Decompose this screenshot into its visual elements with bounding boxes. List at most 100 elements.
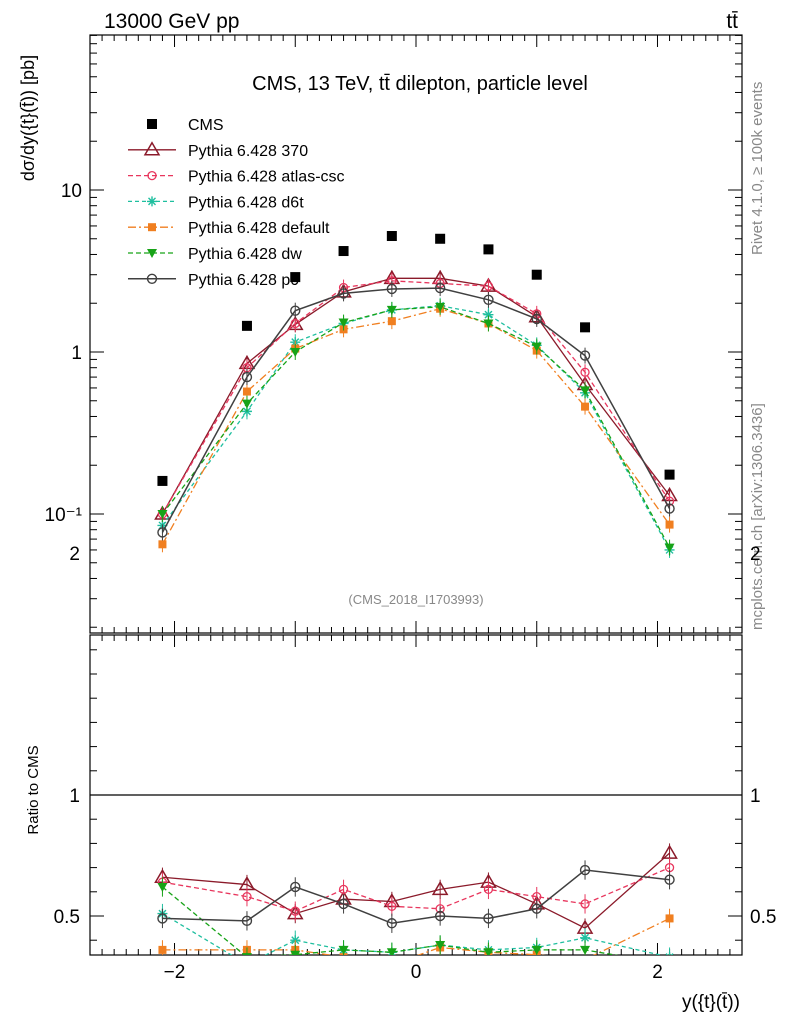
data-point xyxy=(483,281,494,291)
ratio-point xyxy=(665,914,674,923)
legend-label: Pythia 6.428 dw xyxy=(188,246,302,263)
ratio-point xyxy=(531,903,542,914)
data-point xyxy=(386,231,397,242)
data-point xyxy=(157,475,168,486)
main-y-axis-label: dσ/dy({t}(t̄)) [pb] xyxy=(18,55,38,181)
data-point xyxy=(386,283,398,295)
legend-marker xyxy=(148,223,156,232)
legend-item-p0: Pythia 6.428 p0 xyxy=(128,272,299,289)
ratio-point xyxy=(290,950,301,955)
legend-marker xyxy=(147,119,157,129)
ratio-line-p370 xyxy=(162,852,670,929)
y-tick-label: 1 xyxy=(71,343,82,364)
legend-label: Pythia 6.428 p0 xyxy=(188,272,299,289)
ratio-line-p0 xyxy=(162,869,670,925)
rivet-label: Rivet 4.1.0, ≥ 100k events xyxy=(749,82,766,255)
data-point xyxy=(242,387,251,396)
ratio-line-d6t xyxy=(162,913,664,955)
legend-marker xyxy=(143,141,161,156)
data-point xyxy=(338,288,349,299)
ratio-point xyxy=(435,941,446,951)
ratio-point xyxy=(581,956,589,964)
data-point xyxy=(531,313,542,325)
data-point xyxy=(579,350,591,361)
data-point xyxy=(157,510,168,519)
ratio-point xyxy=(338,945,349,955)
ratio-series-p0 xyxy=(157,860,675,933)
data-point xyxy=(434,282,446,294)
data-point xyxy=(664,543,675,553)
ratio-line-default xyxy=(162,917,670,955)
data-point xyxy=(157,527,168,538)
series-cms xyxy=(157,231,675,486)
legend-item-atlas: Pythia 6.428 atlas-csc xyxy=(128,169,345,186)
data-point xyxy=(241,371,253,383)
ratio-point xyxy=(290,906,300,916)
data-point xyxy=(580,386,591,396)
series-d6t xyxy=(157,297,675,558)
data-point xyxy=(531,269,542,280)
data-point xyxy=(241,399,252,409)
ratio-point xyxy=(483,913,494,924)
legend-item-p370: Pythia 6.428 370 xyxy=(128,141,308,160)
ratio-point xyxy=(483,948,494,955)
ratio-point xyxy=(580,945,591,955)
ratio-point xyxy=(290,881,301,893)
ratio-point xyxy=(386,948,397,955)
legend: CMS Pythia 6.428 370 Pythia 6.428 atlas-cs… xyxy=(128,117,345,289)
y-tick-label: 10 xyxy=(61,181,82,202)
ratio-point xyxy=(338,884,349,895)
data-point xyxy=(581,402,590,411)
series-line-p370 xyxy=(161,277,671,515)
series-p0 xyxy=(157,280,675,541)
data-point xyxy=(483,244,494,255)
ratio-point xyxy=(580,932,591,943)
y-tick-label-right: 1 xyxy=(750,786,761,807)
data-point xyxy=(483,294,494,306)
data-point xyxy=(664,469,675,480)
data-point xyxy=(435,302,446,312)
ratio-point xyxy=(579,864,591,876)
data-point xyxy=(290,318,300,329)
ratio-y-axis-label: Ratio to CMS xyxy=(25,745,42,834)
legend-marker xyxy=(147,249,157,258)
analysis-watermark: (CMS_2018_I1703993) xyxy=(348,592,483,607)
ratio-point xyxy=(580,899,590,909)
data-point xyxy=(435,233,446,244)
legend-label: Pythia 6.428 atlas-csc xyxy=(188,169,345,186)
ratio-series-dw xyxy=(157,877,671,955)
ratio-series-p370 xyxy=(154,843,678,938)
legend-item-cms: CMS xyxy=(147,117,224,134)
series-line-dw xyxy=(161,306,671,548)
main-plot-series xyxy=(154,231,678,558)
data-point xyxy=(290,305,301,316)
legend-item-default: Pythia 6.428 default xyxy=(128,220,330,237)
ratio-point xyxy=(665,952,674,955)
y-tick-label: 0.5 xyxy=(54,907,80,928)
ratio-line-dw xyxy=(162,886,619,955)
x-tick-label: 0 xyxy=(411,962,422,983)
ratio-series-atlas xyxy=(157,857,675,921)
ratio-point xyxy=(388,960,396,968)
series-line-atlas xyxy=(161,280,671,515)
process-label: tt̄ xyxy=(726,10,738,33)
series-line-d6t xyxy=(161,305,671,551)
data-point xyxy=(580,367,590,377)
main-plot-ticks xyxy=(89,34,743,633)
ratio-point xyxy=(241,915,253,927)
ratio-point xyxy=(158,945,167,954)
ratio-point xyxy=(483,884,494,895)
ratio-point xyxy=(241,953,252,955)
data-point xyxy=(580,322,591,333)
ratio-line-atlas xyxy=(162,867,670,912)
data-point xyxy=(290,348,301,357)
ratio-point xyxy=(431,880,449,896)
series-line-p0 xyxy=(161,287,671,533)
ratio-point xyxy=(531,945,542,955)
mcplots-label: mcplots.cern.ch [arXiv:1306.3436] xyxy=(749,403,766,630)
series-default xyxy=(158,300,674,553)
legend-label: Pythia 6.428 d6t xyxy=(188,194,304,211)
legend-label: CMS xyxy=(188,117,224,134)
ratio-point xyxy=(664,874,675,885)
